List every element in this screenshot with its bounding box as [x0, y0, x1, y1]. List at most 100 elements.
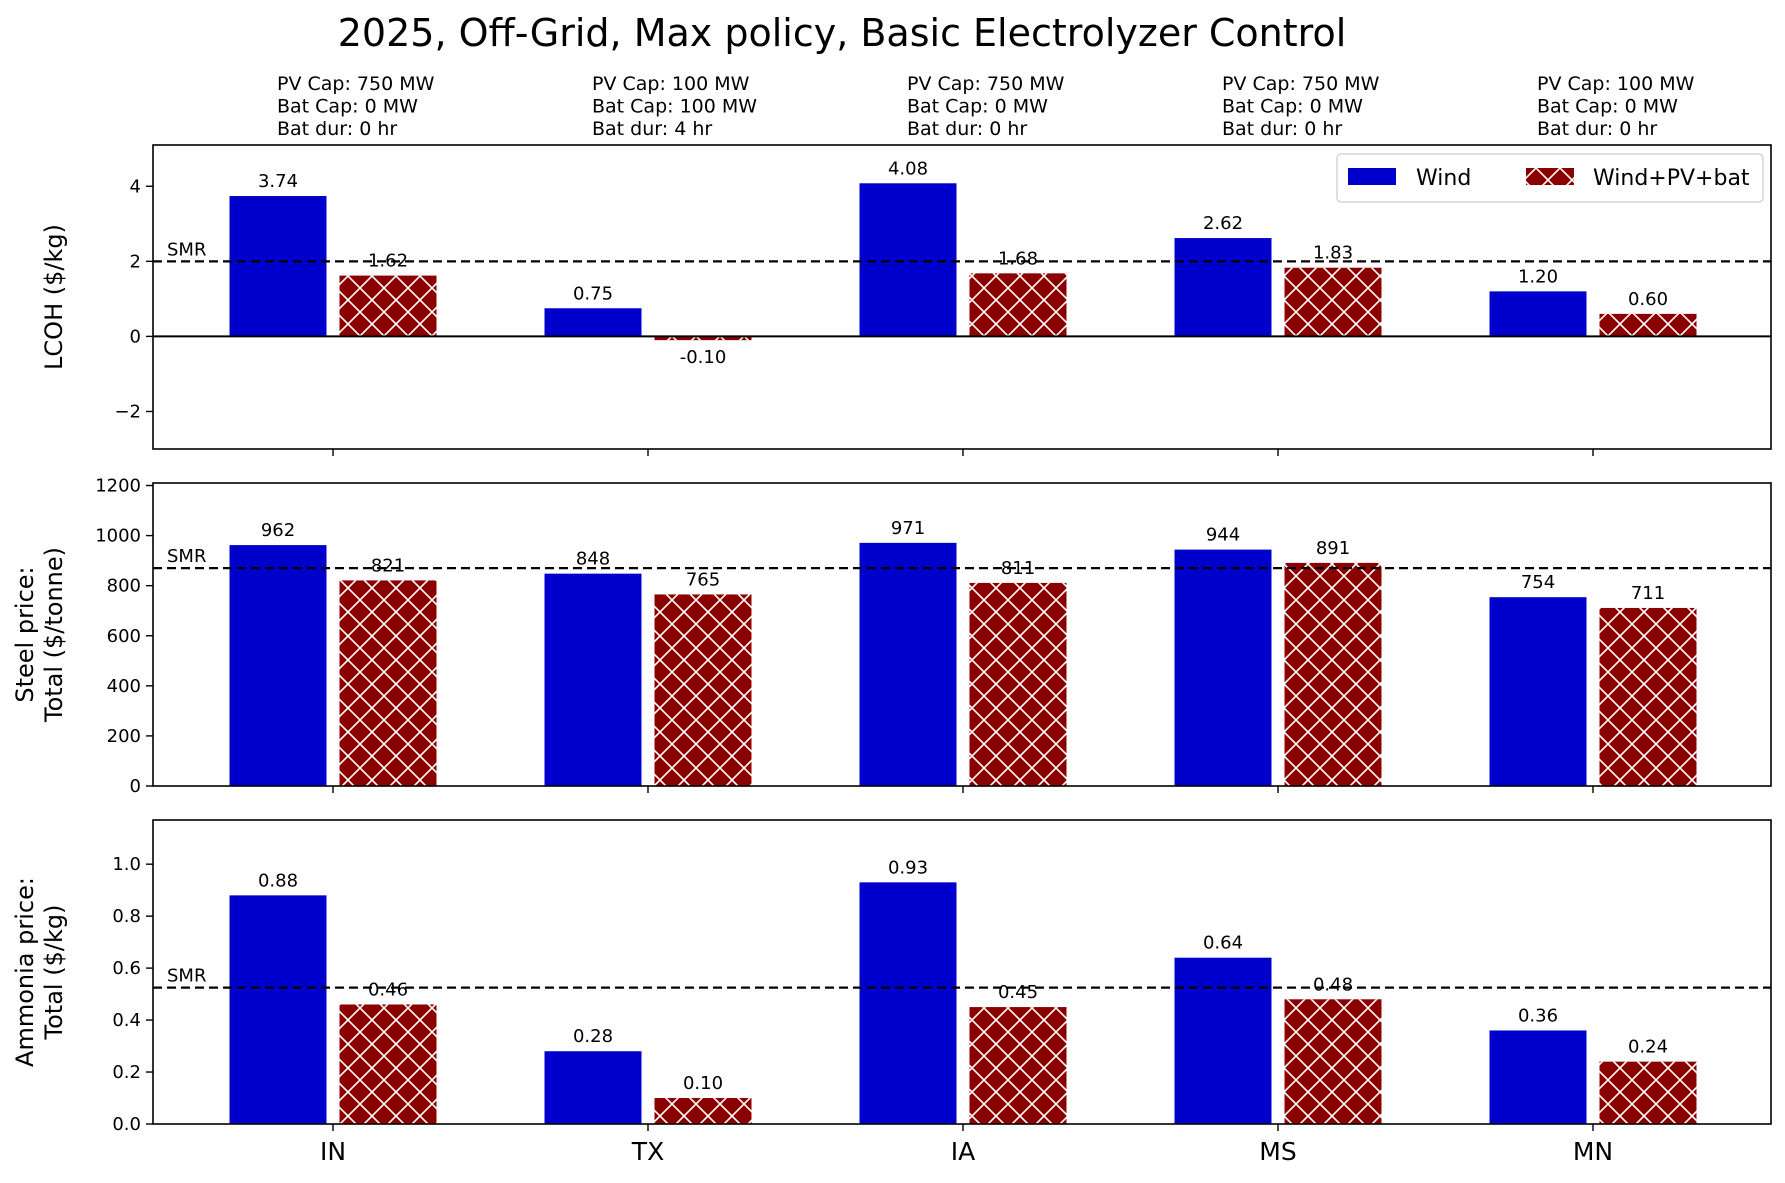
annotation-line: Bat Cap: 0 MW: [1222, 96, 1363, 118]
x-tick-label: TX: [631, 1137, 664, 1166]
legend: Wind Wind+PV+bat: [1336, 153, 1764, 203]
legend-label-wind: Wind: [1416, 166, 1471, 191]
bar-value-label: 848: [576, 549, 610, 570]
y-tick-label: −2: [114, 401, 141, 422]
annotation-line: Bat Cap: 0 MW: [907, 96, 1048, 118]
annotation-line: Bat dur: 0 hr: [907, 118, 1027, 140]
bar-value-label: 962: [261, 520, 295, 541]
annotation-line: Bat dur: 0 hr: [1537, 118, 1657, 140]
y-tick-label: 1.0: [112, 854, 141, 875]
hybrid-bar-hatch: [1284, 999, 1382, 1124]
annotation-line: Bat Cap: 100 MW: [592, 96, 757, 118]
y-tick-label: 0: [130, 326, 141, 347]
annotation-line: PV Cap: 100 MW: [592, 73, 750, 95]
hybrid-bar-hatch: [969, 582, 1067, 786]
bar-value-label: 2.62: [1203, 213, 1243, 234]
wind-bar: [229, 895, 327, 1124]
bar-value-label: 0.88: [258, 870, 298, 891]
wind-bar: [859, 542, 957, 786]
plot-frame: [152, 482, 1772, 787]
chart-panel: 962 821 848 765 971 811 944 891 754 711 SMR 0 200 400…: [11, 476, 1772, 797]
hybrid-bar-hatch: [1599, 313, 1697, 337]
y-axis-label: LCOH ($/kg): [40, 224, 68, 370]
bar-value-label: 1.62: [368, 251, 408, 272]
x-tick-label: MS: [1259, 1137, 1296, 1166]
legend-label-hybrid: Wind+PV+bat: [1593, 166, 1750, 191]
y-axis-label: Ammonia price:: [11, 877, 39, 1067]
wind-bar: [229, 545, 327, 786]
plot-frame: [152, 819, 1772, 1125]
smr-label: SMR: [167, 966, 206, 987]
y-tick-label: 0.0: [112, 1114, 141, 1135]
wind-bar: [1489, 291, 1587, 337]
legend-swatch-wind: [1348, 168, 1396, 185]
bar-value-label: 3.74: [258, 171, 298, 192]
wind-bar: [1174, 957, 1272, 1124]
bar-value-label: 0.64: [1203, 933, 1243, 954]
wind-bar: [229, 196, 327, 337]
y-tick-label: 4: [130, 176, 141, 197]
bar-value-label: 0.93: [888, 857, 928, 878]
chart-panel: 0.88 0.46 0.28 0.10 0.93 0.45 0.64 0.48 0.36 0.24…: [11, 819, 1772, 1166]
legend-swatch-hybrid-hatch: [1526, 168, 1574, 185]
bar-value-label: 754: [1521, 572, 1555, 593]
hybrid-bar-hatch: [339, 580, 437, 786]
bar-value-label: 891: [1316, 538, 1350, 559]
x-tick-label: IN: [320, 1137, 346, 1166]
bar-value-label: 1.83: [1313, 243, 1353, 264]
wind-bar: [859, 882, 957, 1124]
bar-value-label: 0.48: [1313, 974, 1353, 995]
hybrid-bar-hatch: [654, 594, 752, 786]
bar-value-label: 821: [371, 555, 405, 576]
bar-value-label: 1.68: [998, 248, 1038, 269]
bar-value-label: 944: [1206, 525, 1240, 546]
bar-value-label: 0.36: [1518, 1005, 1558, 1026]
y-tick-label: 0.6: [112, 958, 141, 979]
wind-bar: [1174, 549, 1272, 786]
y-axis-label: Total ($/kg): [40, 905, 68, 1041]
annotation-line: PV Cap: 750 MW: [277, 73, 435, 95]
annotation-line: Bat dur: 0 hr: [277, 118, 397, 140]
bar-value-label: 0.60: [1628, 289, 1668, 310]
wind-bar: [859, 183, 957, 337]
chart-panels: 3.74 1.62 0.75 -0.10 4.08 1.68 2.62 1.83 1.20 0.6…: [11, 144, 1772, 1166]
chart-panel: 3.74 1.62 0.75 -0.10 4.08 1.68 2.62 1.83 1.20 0.6…: [40, 144, 1772, 456]
bar-value-label: 0.28: [573, 1026, 613, 1047]
smr-label: SMR: [167, 239, 206, 260]
hybrid-bar-hatch: [654, 336, 752, 341]
y-axis-label: Steel price:: [11, 566, 39, 702]
figure-title: 2025, Off-Grid, Max policy, Basic Electr…: [338, 11, 1347, 55]
y-axis-label: Total ($/tonne): [40, 547, 68, 723]
y-tick-label: 0: [130, 776, 141, 797]
y-tick-label: 1000: [95, 526, 141, 547]
y-tick-label: 0.4: [112, 1010, 141, 1031]
y-tick-label: 800: [107, 576, 141, 597]
annotation-line: Bat Cap: 0 MW: [1537, 96, 1678, 118]
hybrid-bar-hatch: [1284, 562, 1382, 786]
bar-value-label: 0.45: [998, 982, 1038, 1003]
y-tick-label: 1200: [95, 476, 141, 497]
annotation-line: Bat Cap: 0 MW: [277, 96, 418, 118]
bar-value-label: 711: [1631, 583, 1665, 604]
bar-value-label: 0.24: [1628, 1037, 1668, 1058]
hybrid-bar-hatch: [1284, 267, 1382, 337]
plot-frame: [152, 144, 1772, 450]
hybrid-bar-hatch: [969, 273, 1067, 337]
annotation-line: Bat dur: 4 hr: [592, 118, 712, 140]
bar-value-label: 0.75: [573, 283, 613, 304]
hybrid-bar-hatch: [1599, 1061, 1697, 1124]
x-tick-label: MN: [1573, 1137, 1613, 1166]
bar-value-label: 765: [686, 569, 720, 590]
y-tick-label: 0.2: [112, 1062, 141, 1083]
y-tick-label: 200: [107, 726, 141, 747]
bar-value-label: 1.20: [1518, 266, 1558, 287]
wind-bar: [1489, 1030, 1587, 1124]
wind-bar: [544, 1051, 642, 1124]
bar-value-label: 971: [891, 518, 925, 539]
wind-bar: [544, 573, 642, 786]
hybrid-bar-hatch: [969, 1007, 1067, 1124]
y-tick-label: 600: [107, 626, 141, 647]
wind-bar: [1489, 597, 1587, 786]
